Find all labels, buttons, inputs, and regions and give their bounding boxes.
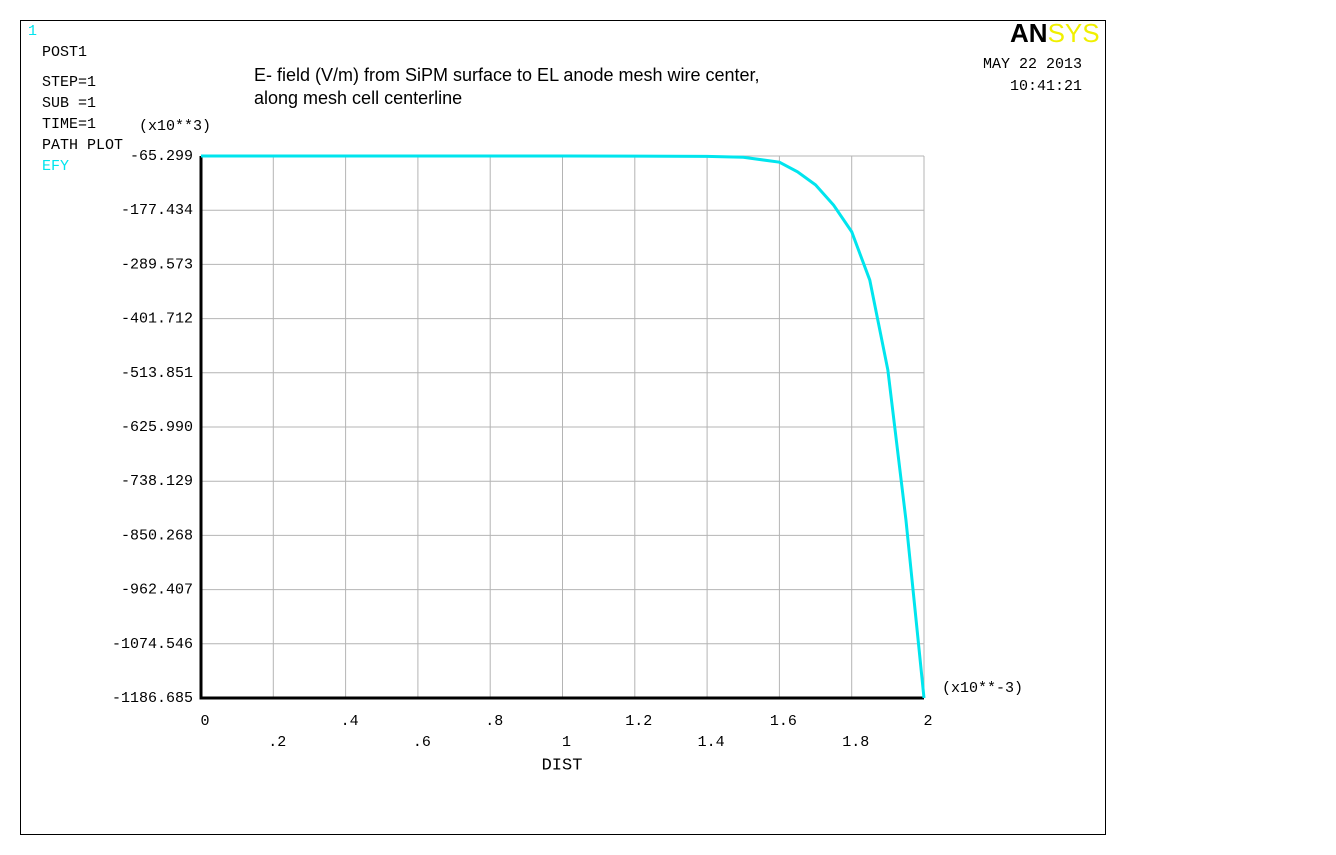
- data-line: [201, 154, 926, 699]
- x-tick-label: 1.8: [842, 734, 869, 751]
- logo: ANSYS: [1010, 18, 1100, 48]
- y-tick-label: -1074.546: [112, 636, 193, 653]
- y-tick-label: -177.434: [121, 202, 193, 219]
- x-multiplier: (x10**-3): [942, 680, 1023, 697]
- window-number: 1: [28, 23, 37, 40]
- y-tick-label: -1186.685: [112, 690, 193, 707]
- y-tick-label: -962.407: [121, 582, 193, 599]
- logo-part: AN: [1010, 18, 1048, 48]
- x-tick-label: 2: [923, 713, 932, 730]
- y-tick-label: -850.268: [121, 527, 193, 544]
- y-tick-label: -738.129: [121, 473, 193, 490]
- y-multiplier: (x10**3): [139, 118, 211, 135]
- x-axis-label: DIST: [542, 756, 583, 775]
- info: PATH PLOT: [42, 137, 123, 154]
- x-tick-label: .4: [341, 713, 359, 730]
- info: SUB =1: [42, 95, 96, 112]
- x-tick-label: 0: [200, 713, 209, 730]
- x-tick-label: 1: [562, 734, 571, 751]
- x-tick-label: 1.6: [770, 713, 797, 730]
- y-tick-label: -65.299: [130, 148, 193, 165]
- logo-part: SYS: [1048, 18, 1100, 48]
- info: TIME=1: [42, 116, 96, 133]
- info: POST1: [42, 44, 87, 61]
- x-tick-label: 1.4: [698, 734, 725, 751]
- date: MAY 22 2013: [983, 56, 1082, 73]
- y-tick-label: -401.712: [121, 311, 193, 328]
- y-tick-label: -289.573: [121, 256, 193, 273]
- time: 10:41:21: [1010, 78, 1082, 95]
- chart-title: E- field (V/m) from SiPM surface to EL a…: [254, 65, 760, 85]
- chart-title: along mesh cell centerline: [254, 88, 462, 108]
- x-tick-label: 1.2: [625, 713, 652, 730]
- legend-label: EFY: [42, 158, 69, 175]
- info: STEP=1: [42, 74, 96, 91]
- x-tick-label: .8: [485, 713, 503, 730]
- x-tick-label: .2: [268, 734, 286, 751]
- y-tick-label: -625.990: [121, 419, 193, 436]
- y-tick-label: -513.851: [121, 365, 193, 382]
- x-tick-label: .6: [413, 734, 431, 751]
